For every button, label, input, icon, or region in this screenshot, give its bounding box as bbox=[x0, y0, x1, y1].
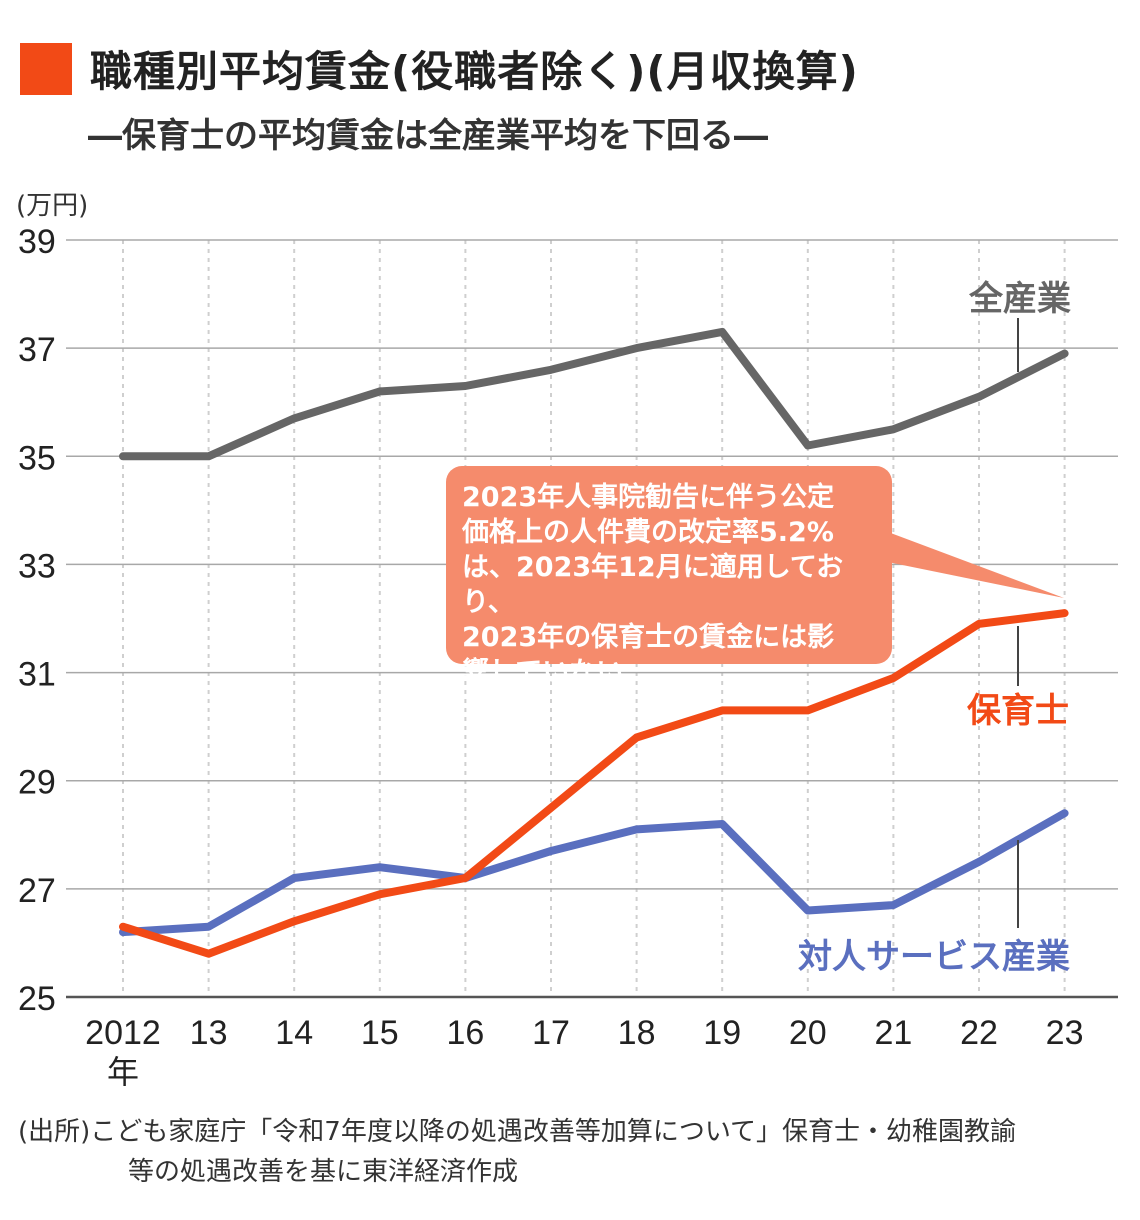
x-tick-label: 13 bbox=[190, 1014, 228, 1052]
x-tick-label: 17 bbox=[532, 1014, 570, 1052]
source-line-1: (出所)こども家庭庁「令和7年度以降の処遇改善等加算について」保育士・幼稚園教諭 bbox=[18, 1117, 1017, 1147]
y-tick-label: 27 bbox=[18, 872, 56, 910]
series-line bbox=[119, 809, 1069, 937]
x-tick-label: 15 bbox=[361, 1014, 399, 1052]
x-tick-label: 19 bbox=[703, 1014, 741, 1052]
x-tick-label: 20 bbox=[789, 1014, 827, 1052]
x-tick-label: 2012 bbox=[85, 1014, 161, 1052]
x-tick-label: 21 bbox=[874, 1014, 912, 1052]
series-line bbox=[119, 609, 1069, 958]
series-line bbox=[119, 327, 1069, 461]
x-tick-label: 22 bbox=[960, 1014, 998, 1052]
annotation-callout: 2023年人事院勧告に伴う公定 価格上の人件費の改定率5.2% は、2023年1… bbox=[446, 466, 892, 688]
x-tick-label: 14 bbox=[275, 1014, 313, 1052]
source-note: (出所)こども家庭庁「令和7年度以降の処遇改善等加算について」保育士・幼稚園教諭… bbox=[18, 1112, 1128, 1192]
y-tick-label: 29 bbox=[18, 764, 56, 802]
y-tick-label: 35 bbox=[18, 439, 56, 477]
y-tick-label: 33 bbox=[18, 547, 56, 585]
chart-title: 職種別平均賃金(役職者除く)(月収換算) bbox=[90, 47, 859, 96]
x-tick-label: 18 bbox=[618, 1014, 656, 1052]
y-tick-label: 31 bbox=[18, 656, 56, 694]
source-line-2: 等の処遇改善を基に東洋経済作成 bbox=[128, 1157, 519, 1187]
series-label: 対人サービス産業 bbox=[798, 937, 1070, 977]
y-tick-label: 39 bbox=[18, 223, 56, 261]
x-tick-label: 23 bbox=[1046, 1014, 1084, 1052]
chart-subtitle: ―保育士の平均賃金は全産業平均を下回る― bbox=[88, 116, 768, 156]
x-tick-label: 16 bbox=[446, 1014, 484, 1052]
callout-pointer bbox=[888, 532, 1064, 598]
line-chart: 25 27 29 31 33 35 37 39(万円) 2012 13 14 15 16 17 18 19 20… bbox=[16, 191, 1118, 1091]
x-tick-label-suffix: 年 bbox=[107, 1053, 139, 1091]
y-tick-label: 37 bbox=[18, 331, 56, 369]
title-marker bbox=[20, 42, 72, 95]
series-label: 保育士 bbox=[967, 691, 1069, 731]
title-block: 職種別平均賃金(役職者除く)(月収換算) bbox=[20, 38, 859, 99]
y-axis-label: (万円) bbox=[16, 191, 88, 221]
y-tick-label: 25 bbox=[18, 980, 56, 1018]
series-label: 全産業 bbox=[968, 279, 1071, 319]
